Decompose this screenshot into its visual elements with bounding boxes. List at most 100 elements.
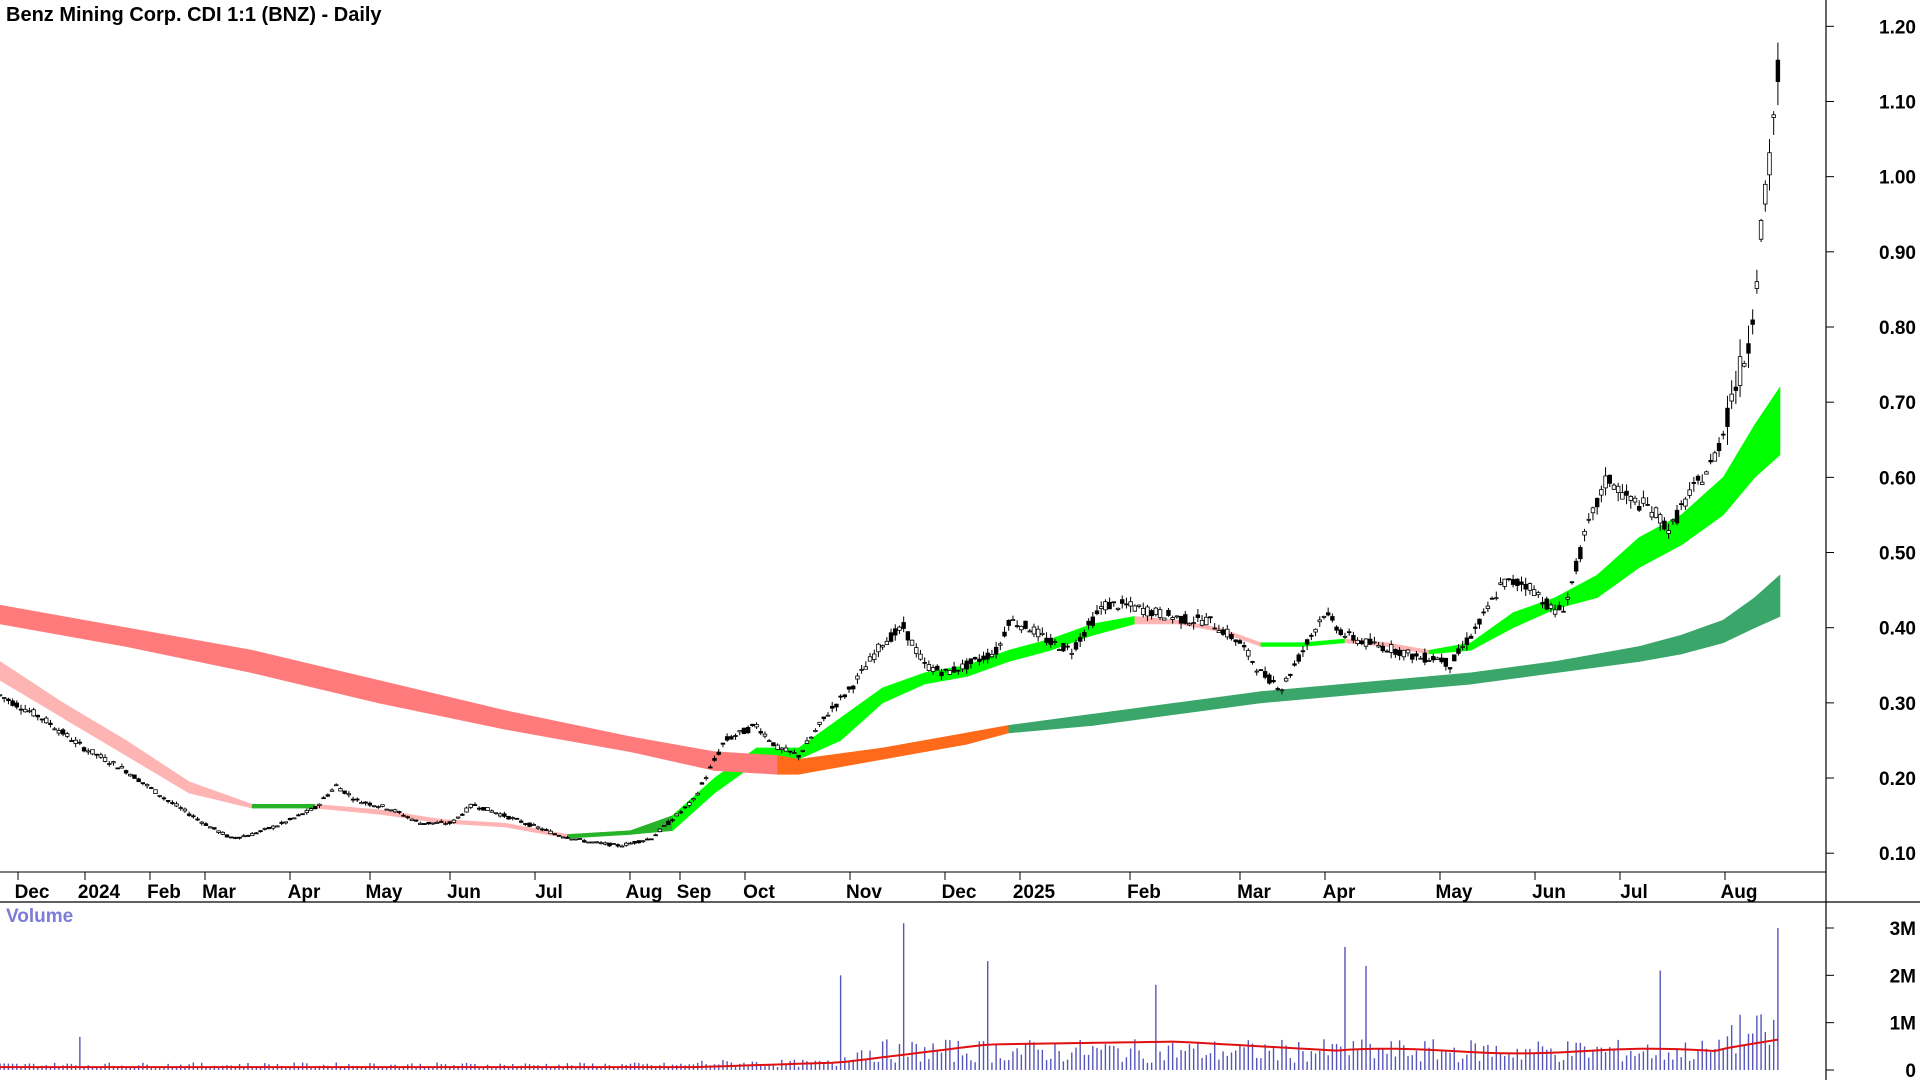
ribbon-1-segment [1680, 619, 1724, 655]
time-tick-label: Sep [677, 882, 712, 903]
candle-body [703, 777, 709, 780]
candle-body [149, 787, 154, 789]
ribbon-1-segment [1176, 691, 1262, 715]
candle-body [258, 830, 263, 833]
ribbon-1-segment [504, 710, 631, 753]
candle-body [178, 807, 183, 810]
candle-body [733, 735, 738, 737]
candle-body [144, 783, 150, 787]
candle-body [1481, 611, 1486, 614]
candle-body [376, 806, 381, 809]
candle-body [1031, 626, 1037, 635]
candle-body [224, 834, 230, 838]
candle-body [27, 710, 32, 713]
candle-body [283, 821, 289, 824]
candle-body [1111, 601, 1117, 604]
candle-body [745, 726, 751, 734]
candle-body [1368, 638, 1373, 645]
candle-body [1691, 482, 1697, 484]
candle-body [804, 740, 810, 744]
candle-body [1477, 618, 1482, 625]
candle-body [1351, 635, 1356, 641]
candle-body [1073, 642, 1079, 650]
candle-body [367, 802, 373, 806]
candle-body [1443, 657, 1449, 667]
candle-body [342, 790, 347, 794]
candle-body [1523, 583, 1528, 590]
candle-body [325, 794, 331, 797]
candle-body [939, 671, 944, 677]
candle-body [1653, 507, 1659, 519]
candle-body [1166, 610, 1171, 616]
candle-body [1590, 507, 1596, 514]
candle-body [115, 767, 120, 770]
price-tick-label: 1.00 [1879, 168, 1916, 189]
candle-body [1460, 646, 1465, 648]
candle-body [241, 835, 246, 838]
candle-body [766, 740, 772, 743]
candle-body [893, 628, 898, 636]
ribbon-1-segment [1260, 683, 1346, 704]
candle-body [1199, 619, 1205, 626]
candle-body [750, 723, 755, 727]
time-tick-label: Jun [1532, 882, 1566, 903]
time-tick-label: Aug [1721, 882, 1758, 903]
candle-body [1107, 601, 1112, 610]
candle-body [851, 685, 856, 690]
candle-body [157, 795, 162, 797]
candle-body [1695, 475, 1701, 481]
time-tick-label: Mar [1237, 882, 1271, 903]
candle-body [1061, 643, 1066, 652]
ribbon-0-segment [1722, 423, 1756, 516]
candle-body [964, 660, 969, 670]
candle-body [132, 774, 137, 779]
candle-body [787, 750, 793, 753]
candle-body [1658, 514, 1663, 524]
candle-body [1178, 615, 1184, 624]
candle-body [56, 730, 62, 734]
candle-body [935, 665, 940, 671]
candle-body [1267, 674, 1272, 684]
candle-body [212, 827, 217, 830]
candle-body [1569, 581, 1575, 584]
candle-body [153, 789, 158, 794]
candle-body [880, 645, 885, 648]
candle-body [611, 843, 616, 845]
ribbon-1-segment [1008, 713, 1094, 734]
candle-body [468, 803, 473, 808]
candle-body [1536, 592, 1541, 596]
candle-body [1204, 616, 1209, 626]
candle-body [813, 729, 818, 732]
candle-body [1086, 620, 1091, 626]
candle-body [1498, 582, 1503, 585]
candle-body [1254, 670, 1259, 673]
candle-body [758, 731, 763, 734]
candle-body [897, 626, 902, 631]
candle-body [960, 663, 965, 670]
ribbon-0-segment [567, 830, 631, 839]
candle-body [405, 816, 410, 819]
candle-body [1645, 504, 1650, 506]
candle-body [346, 793, 352, 796]
candle-body [1229, 633, 1234, 640]
candle-body [44, 717, 49, 724]
price-tick-label: 1.10 [1879, 92, 1916, 113]
candle-body [506, 815, 511, 820]
candle-body [956, 669, 961, 672]
candle-body [1599, 489, 1604, 496]
ribbon-1-segment [1470, 661, 1556, 685]
candle-body [329, 789, 335, 792]
candle-body [1439, 657, 1444, 663]
candle-body [771, 742, 776, 747]
candle-body [569, 838, 574, 841]
candle-body [817, 721, 822, 725]
candle-body [914, 647, 919, 654]
volume-tick-label: 3M [1890, 919, 1916, 940]
candle-body [762, 733, 768, 737]
candle-body [1393, 648, 1398, 655]
candle-body [1183, 614, 1188, 624]
candle-body [1573, 560, 1579, 572]
ribbon-1-segment [125, 627, 253, 674]
candle-body [594, 841, 600, 844]
candle-body [1325, 612, 1331, 616]
